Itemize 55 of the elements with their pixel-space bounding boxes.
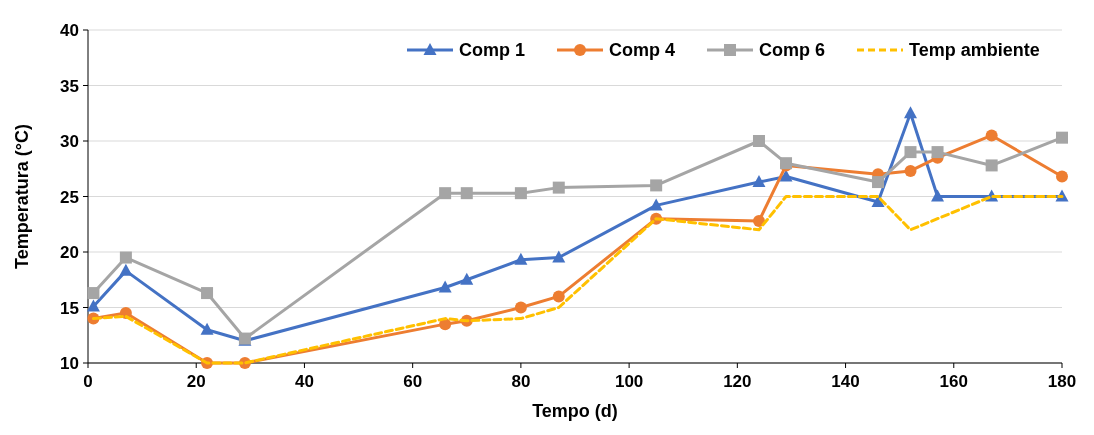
- y-tick-label: 25: [60, 187, 79, 207]
- y-tick-label: 10: [60, 354, 79, 373]
- point: [201, 287, 214, 300]
- x-tick-label: 140: [831, 372, 860, 391]
- y-tick-label: 40: [60, 21, 79, 40]
- point: [460, 187, 473, 200]
- x-tick-label: 80: [511, 372, 531, 391]
- point: [779, 169, 793, 182]
- legend-label: Comp 1: [459, 40, 526, 60]
- point: [86, 299, 100, 312]
- point: [752, 135, 765, 147]
- point: [904, 146, 917, 159]
- x-tick-label: 20: [186, 372, 206, 391]
- x-tick-label: 160: [939, 372, 968, 391]
- point: [904, 164, 917, 177]
- legend-label: Temp ambiente: [909, 40, 1040, 60]
- point: [514, 252, 528, 265]
- point: [985, 159, 998, 172]
- point: [87, 287, 100, 300]
- point: [931, 146, 944, 159]
- x-tick-label: 40: [294, 372, 314, 391]
- point: [514, 301, 527, 314]
- y-tick-label: 20: [60, 243, 79, 262]
- point: [460, 272, 474, 285]
- y-tick-label: 35: [60, 76, 79, 96]
- x-tick-label: 120: [723, 372, 752, 391]
- point: [552, 250, 566, 263]
- x-tick-label: 180: [1047, 372, 1077, 391]
- point: [552, 181, 565, 194]
- point: [552, 290, 565, 303]
- point: [903, 106, 917, 119]
- point: [752, 175, 766, 188]
- point: [200, 322, 214, 335]
- point: [514, 187, 527, 200]
- point: [872, 176, 885, 189]
- point: [985, 129, 998, 142]
- point: [119, 251, 132, 264]
- point: [1056, 170, 1068, 183]
- point: [649, 198, 663, 211]
- legend-label: Comp 4: [609, 40, 676, 60]
- y-tick-label: 15: [60, 298, 79, 318]
- x-axis-title: Tempo (d): [532, 401, 618, 421]
- point: [438, 280, 452, 293]
- point: [650, 179, 663, 192]
- point: [752, 214, 765, 227]
- x-tick-label: 60: [403, 372, 423, 391]
- point: [119, 263, 133, 276]
- point: [931, 189, 945, 202]
- x-tick-label: 0: [83, 372, 93, 391]
- point: [1056, 131, 1068, 144]
- legend-label: Comp 6: [759, 40, 826, 60]
- point: [439, 187, 452, 200]
- y-tick-label: 30: [60, 132, 79, 151]
- x-tick-label: 100: [614, 372, 644, 391]
- y-axis-title: Temperatura (°C): [12, 124, 32, 269]
